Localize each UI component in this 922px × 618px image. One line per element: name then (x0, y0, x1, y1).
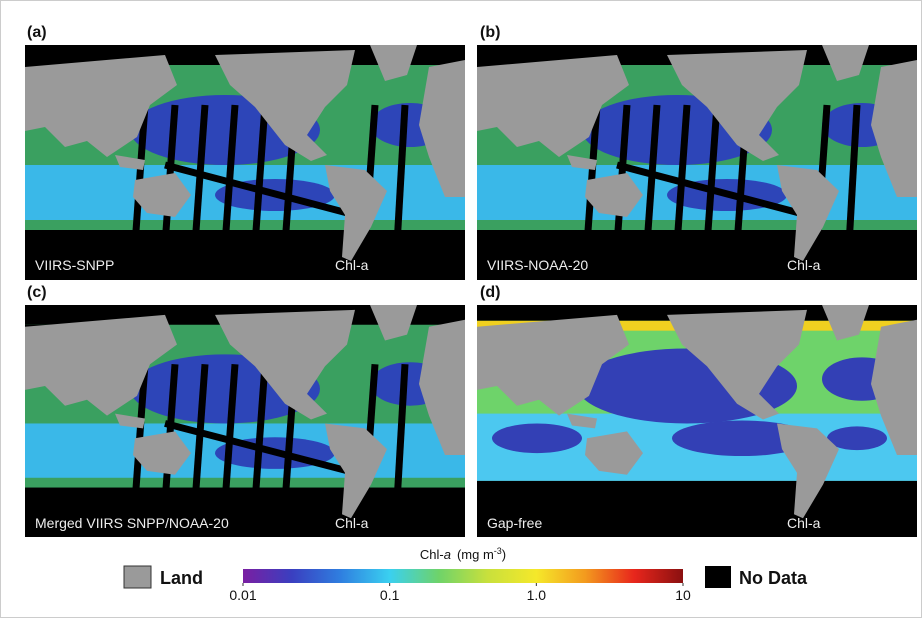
title-var: a (444, 547, 451, 562)
panel-caption: VIIRS-SNPP (35, 257, 114, 273)
title-end: ) (502, 547, 506, 562)
title-unit: (mg m (457, 547, 494, 562)
panel-label: (d) (480, 284, 500, 301)
land-swatch (124, 566, 151, 588)
figure: (a) (b) (c) (d) VIIRS-SNPP Chl-a VIIRS-N… (0, 0, 922, 618)
panel-caption: VIIRS-NOAA-20 (487, 257, 588, 273)
legend-nodata: No Data (739, 568, 808, 588)
panel-caption: Chl-a (335, 515, 369, 531)
title-prefix: Chl- (420, 547, 444, 562)
colorbar-tick-label: 10 (675, 587, 691, 603)
panel-label: (a) (27, 24, 47, 41)
panel-caption: Merged VIIRS SNPP/NOAA-20 (35, 515, 229, 531)
panel-label: (c) (27, 284, 47, 301)
colorbar (243, 569, 683, 583)
map-c (25, 305, 465, 537)
panel-caption: Chl-a (335, 257, 369, 273)
panel-label: (b) (480, 24, 500, 41)
legend-land: Land (160, 568, 203, 588)
map-d (477, 305, 917, 537)
colorbar-tick-label: 1.0 (527, 587, 547, 603)
title-exp: -3 (494, 546, 502, 556)
panel-caption: Gap-free (487, 515, 542, 531)
map-b (477, 45, 917, 280)
nodata-swatch (705, 566, 731, 588)
colorbar-title: Chl-a (mg m-3) (420, 546, 506, 562)
map-a (25, 45, 465, 280)
colorbar-tick-label: 0.01 (229, 587, 256, 603)
panel-caption: Chl-a (787, 515, 821, 531)
colorbar-tick-label: 0.1 (380, 587, 400, 603)
panel-caption: Chl-a (787, 257, 821, 273)
